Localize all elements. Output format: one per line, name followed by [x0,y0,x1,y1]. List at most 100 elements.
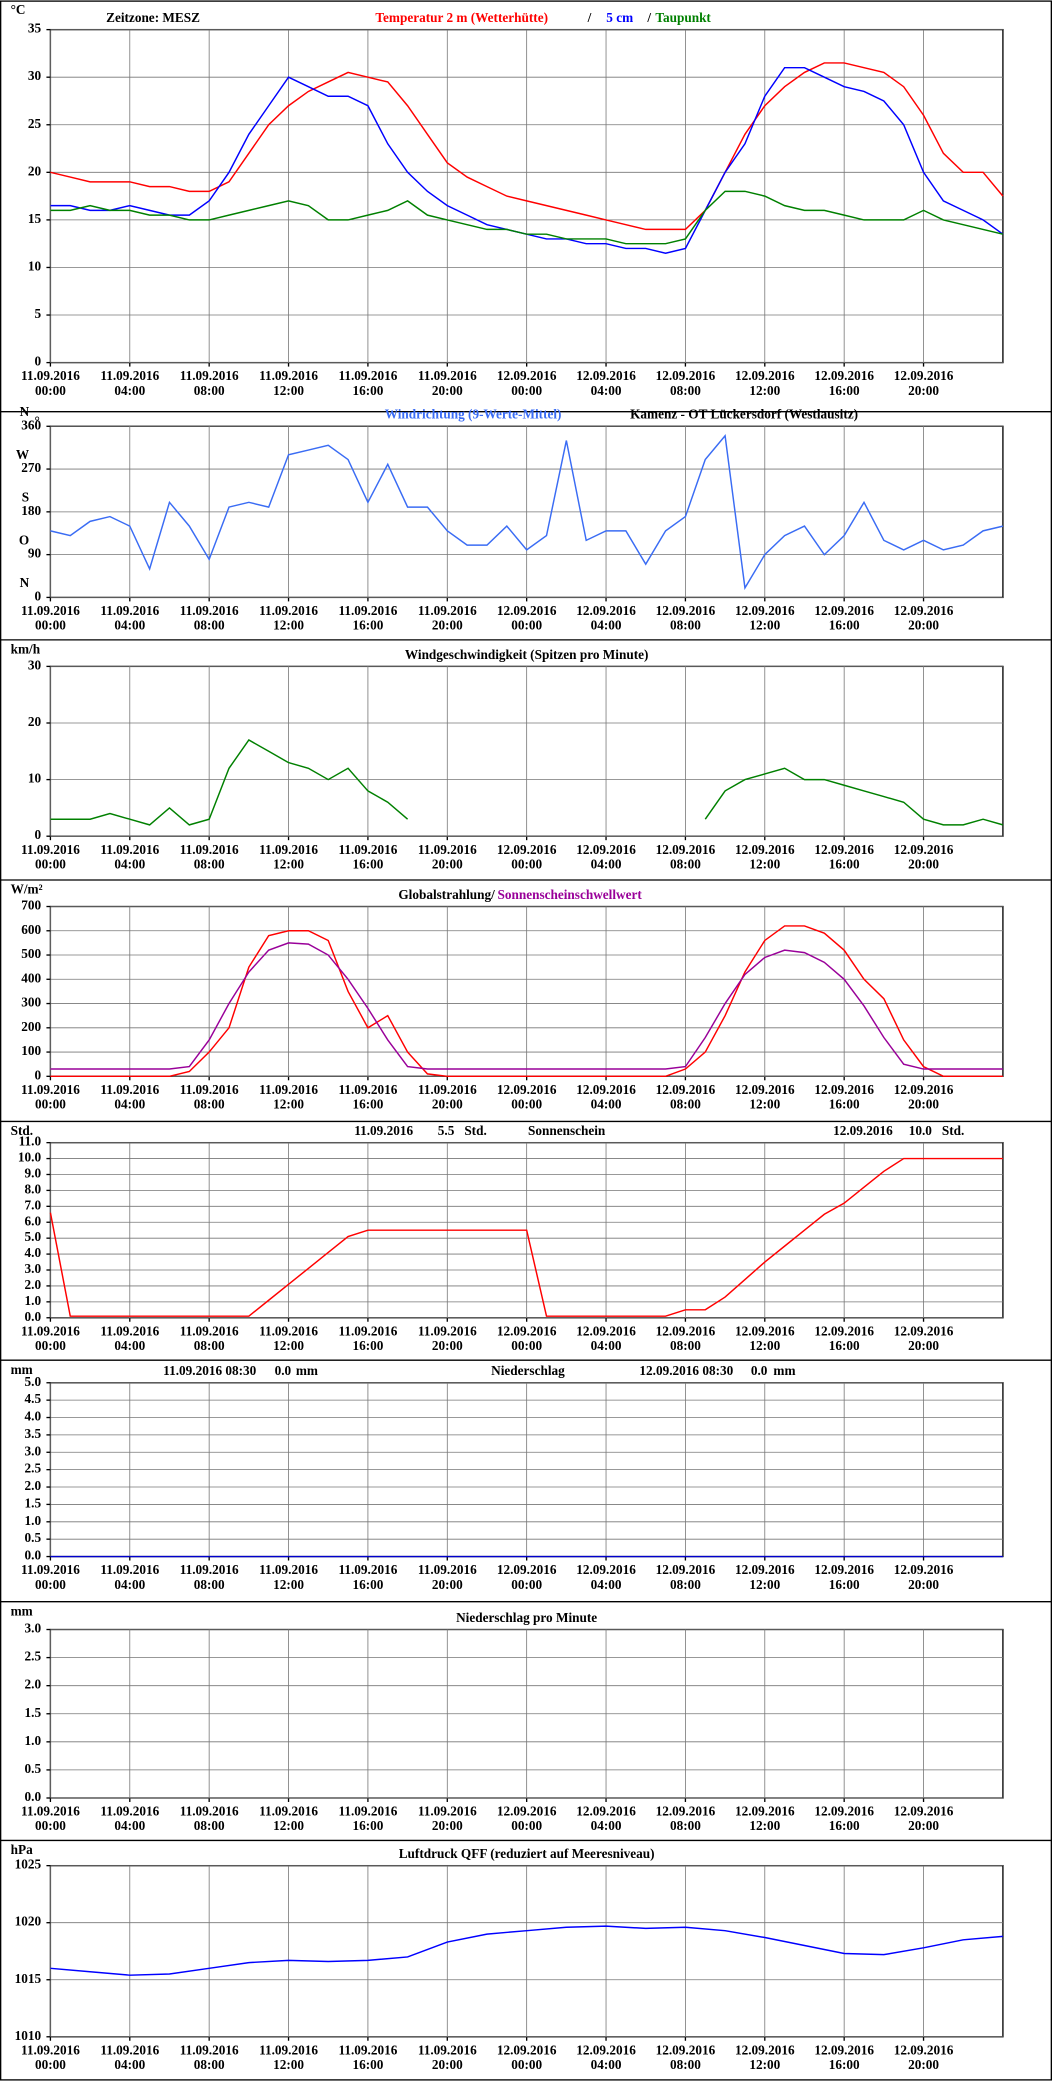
y-tick-label: 30 [28,657,42,672]
legend-entry: Taupunkt [655,10,711,25]
x-tick-label: 11.09.2016 [259,1562,318,1577]
axis-unit: ° [34,413,39,428]
x-tick-label: 08:00 [194,1338,225,1353]
x-tick-label: 08:00 [670,2057,701,2072]
x-tick-label: 20:00 [432,1818,463,1833]
x-tick-label: 04:00 [114,1818,145,1833]
x-tick-label: 11.09.2016 [259,1082,318,1097]
annotation: 0.0 [275,1363,292,1378]
x-tick-label: 12.09.2016 [814,1323,874,1338]
x-tick-label: 16:00 [352,383,383,398]
legend-entry: 5 cm [606,10,633,25]
axis-unit: km/h [11,642,41,657]
x-tick-label: 08:00 [194,856,225,871]
x-tick-label: 00:00 [511,856,542,871]
x-tick-label: 04:00 [114,856,145,871]
x-tick-label: 08:00 [670,1818,701,1833]
y-tick-label: 2.5 [25,1461,42,1476]
y-tick-label: 3.0 [25,1621,42,1636]
y-tick-label: 600 [21,922,41,937]
x-tick-label: 12.09.2016 [894,1562,954,1577]
x-tick-label: 16:00 [352,1818,383,1833]
y-tick-label: 0 [34,827,41,842]
y-tick-label: 0 [34,354,41,369]
chart-title: Niederschlag [491,1363,565,1378]
x-tick-label: 11.09.2016 [100,1804,159,1819]
x-tick-label: 20:00 [908,2057,939,2072]
x-tick-label: 11.09.2016 [180,1804,239,1819]
x-tick-label: 00:00 [35,856,66,871]
y-tick-label: 2.0 [25,1277,42,1292]
x-tick-label: 11.09.2016 [21,2042,80,2057]
x-tick-label: 12:00 [273,1097,304,1112]
x-tick-label: 12.09.2016 [656,1323,716,1338]
y-tick-label: 15 [28,211,42,226]
y-tick-label: 10 [28,259,42,274]
y-tick-label: 20 [28,163,42,178]
x-tick-label: 04:00 [114,2057,145,2072]
x-tick-label: 08:00 [194,2057,225,2072]
axis-unit: mm [11,1362,33,1377]
x-tick-label: 12.09.2016 [656,2042,716,2057]
x-tick-label: 11.09.2016 [418,1323,477,1338]
x-tick-label: 12.09.2016 [735,1562,795,1577]
x-tick-label: 12.09.2016 [497,2042,557,2057]
y-tick-label: 1.5 [25,1495,42,1510]
x-tick-label: 04:00 [114,1577,145,1592]
x-tick-label: 04:00 [591,1097,622,1112]
x-tick-label: 11.09.2016 [259,368,318,383]
data-line [49,1157,1003,1317]
y-tick-label: 400 [21,970,41,985]
x-tick-label: 08:00 [670,383,701,398]
x-tick-label: 11.09.2016 [100,1323,159,1338]
data-line [50,942,1003,1070]
y-tick-label: 200 [21,1019,41,1034]
y-tick-label: 0.5 [25,1530,42,1545]
x-tick-label: 12.09.2016 [656,368,716,383]
x-tick-label: 12.09.2016 [894,842,954,857]
x-tick-label: 11.09.2016 [21,368,80,383]
x-tick-label: 12.09.2016 [576,1082,636,1097]
x-tick-label: 11.09.2016 [338,368,397,383]
x-tick-label: 12.09.2016 [576,2042,636,2057]
x-tick-label: 11.09.2016 [180,1323,239,1338]
x-tick-label: 00:00 [511,383,542,398]
annotation: Std. [942,1123,964,1138]
x-tick-label: 00:00 [35,383,66,398]
annotation: 12.09.2016 [833,1123,893,1138]
x-tick-label: 00:00 [35,1818,66,1833]
x-tick-label: 12.09.2016 [814,603,874,618]
x-tick-label: 20:00 [432,2057,463,2072]
y-tick-letter: W [16,447,30,462]
y-tick-label: 0.0 [25,1309,42,1324]
y-tick-label: 1010 [15,2028,42,2043]
x-tick-label: 12.09.2016 [656,603,716,618]
legend-entry: Sonnenscheinschwellwert [497,887,642,902]
y-tick-label: 3.0 [25,1261,42,1276]
x-tick-label: 11.09.2016 [100,2042,159,2057]
axis-unit: hPa [11,1842,33,1857]
x-tick-label: 11.09.2016 [21,1804,80,1819]
x-tick-label: 12:00 [749,2057,780,2072]
x-tick-label: 00:00 [35,1097,66,1112]
y-tick-label: 0 [34,588,41,603]
x-tick-label: 11.09.2016 [180,1082,239,1097]
x-tick-label: 16:00 [829,1577,860,1592]
data-line [50,739,1004,826]
x-tick-label: 12:00 [749,383,780,398]
y-tick-label: 11.0 [19,1134,42,1149]
y-tick-label: 90 [28,546,42,561]
x-tick-label: 11.09.2016 [259,1804,318,1819]
x-tick-label: 04:00 [591,2057,622,2072]
x-tick-label: 04:00 [114,1097,145,1112]
x-tick-label: 04:00 [591,1818,622,1833]
chart-title: Windgeschwindigkeit (Spitzen pro Minute) [405,647,649,662]
x-tick-label: 04:00 [591,1338,622,1353]
x-tick-label: 12.09.2016 [894,368,954,383]
x-tick-label: 08:00 [194,1818,225,1833]
x-tick-label: 12.09.2016 [894,603,954,618]
y-tick-label: 4.5 [25,1391,42,1406]
x-tick-label: 04:00 [591,856,622,871]
y-tick-label: 1.0 [25,1293,42,1308]
